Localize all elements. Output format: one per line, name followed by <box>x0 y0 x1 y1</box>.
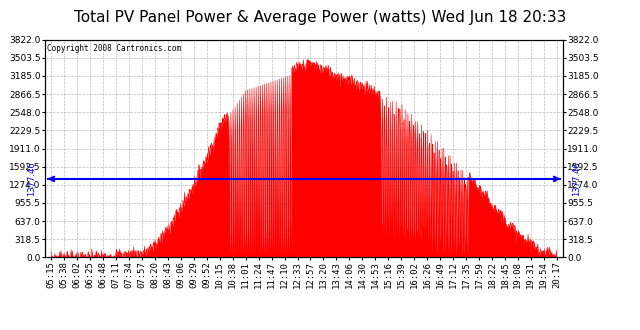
Text: 1377.46: 1377.46 <box>28 162 36 196</box>
Text: Copyright 2008 Cartronics.com: Copyright 2008 Cartronics.com <box>47 44 182 53</box>
Text: 1377.46: 1377.46 <box>572 162 580 196</box>
Text: Total PV Panel Power & Average Power (watts) Wed Jun 18 20:33: Total PV Panel Power & Average Power (wa… <box>74 10 566 25</box>
